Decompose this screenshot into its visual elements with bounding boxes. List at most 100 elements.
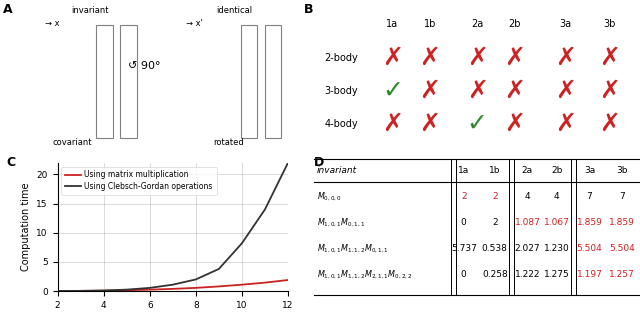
Text: → x': → x' [186,19,204,28]
Text: $M_{1,0,1}M_{1,1,2}M_{0,1,1}$: $M_{1,0,1}M_{1,1,2}M_{0,1,1}$ [317,243,389,255]
Using matrix multiplication [146,288,154,291]
Text: ✗: ✗ [555,112,576,136]
Text: 2: 2 [492,192,497,201]
Text: ✗: ✗ [504,112,525,136]
Bar [241,25,257,138]
Bar [265,25,281,138]
Text: 1.275: 1.275 [544,270,570,279]
Text: B: B [304,3,314,16]
Text: 1.257: 1.257 [609,270,635,279]
Text: 0: 0 [461,270,467,279]
Text: 4: 4 [525,192,530,201]
Text: 7: 7 [619,192,625,201]
Text: ✗: ✗ [419,112,440,136]
Text: 1.197: 1.197 [577,270,602,279]
Text: 2: 2 [492,218,497,227]
Text: 1.222: 1.222 [515,270,540,279]
Text: 2b: 2b [551,167,563,175]
Using matrix multiplication [261,281,269,285]
Text: 2.027: 2.027 [515,244,540,253]
Using matrix multiplication [284,278,292,282]
Text: 1b: 1b [424,19,436,29]
Text: → x: → x [45,19,60,28]
Using Clebsch-Gordan operations [261,208,269,211]
Using matrix multiplication [215,285,223,288]
Text: $M_{0,0,0}$: $M_{0,0,0}$ [317,191,342,203]
Using Clebsch-Gordan operations [100,289,108,292]
Text: identical: identical [216,6,253,15]
Text: 5.504: 5.504 [577,244,602,253]
Using Clebsch-Gordan operations [192,278,200,281]
Text: ✗: ✗ [419,79,440,103]
Text: ✗: ✗ [504,46,525,70]
Text: ✗: ✗ [599,79,620,103]
Bar [96,25,113,138]
Text: 1.859: 1.859 [609,218,635,227]
Text: 5.504: 5.504 [609,244,635,253]
Text: 4: 4 [554,192,559,201]
Text: covariant: covariant [52,138,92,147]
Text: A: A [3,3,13,16]
Text: ✗: ✗ [599,112,620,136]
Using matrix multiplication [169,287,177,291]
Text: ✓: ✓ [467,112,488,136]
Using matrix multiplication [192,286,200,290]
Text: ✗: ✗ [555,79,576,103]
Text: 2a: 2a [522,167,533,175]
Text: invariant: invariant [72,6,109,15]
Text: rotated: rotated [213,138,244,147]
Text: $M_{1,0,1}M_{1,1,2}M_{2,1,1}M_{0,2,2}$: $M_{1,0,1}M_{1,1,2}M_{2,1,1}M_{0,2,2}$ [317,269,412,281]
Text: 1a: 1a [458,167,469,175]
Text: invariant: invariant [317,167,357,175]
Using Clebsch-Gordan operations [238,241,246,245]
Y-axis label: Computation time: Computation time [21,183,31,271]
Text: ✗: ✗ [555,46,576,70]
Text: ✗: ✗ [599,46,620,70]
Text: $M_{1,0,1}M_{0,1,1}$: $M_{1,0,1}M_{0,1,1}$ [317,217,365,229]
Text: 0.258: 0.258 [482,270,508,279]
Text: 3a: 3a [584,167,595,175]
Text: ✗: ✗ [467,46,488,70]
Text: 1b: 1b [489,167,500,175]
Text: 1a: 1a [387,19,399,29]
Text: 1.087: 1.087 [515,218,540,227]
Text: 1.067: 1.067 [544,218,570,227]
Using Clebsch-Gordan operations [123,288,131,291]
Using Clebsch-Gordan operations [77,289,84,293]
Text: 2: 2 [461,192,467,201]
Using matrix multiplication [100,289,108,293]
Using matrix multiplication [54,289,61,293]
Using Clebsch-Gordan operations [146,286,154,290]
Text: 5.737: 5.737 [451,244,477,253]
Using Clebsch-Gordan operations [284,161,292,165]
Text: 2a: 2a [471,19,483,29]
Text: ↺ 90°: ↺ 90° [128,61,161,71]
Text: 1.859: 1.859 [577,218,602,227]
Using Clebsch-Gordan operations [169,283,177,287]
Using matrix multiplication [123,288,131,292]
Text: ✗: ✗ [382,46,403,70]
Text: 3a: 3a [559,19,572,29]
Text: ✗: ✗ [467,79,488,103]
Text: ✗: ✗ [382,112,403,136]
Bar [120,25,137,138]
Using matrix multiplication [77,289,84,293]
Text: 4-body: 4-body [324,119,358,129]
Text: C: C [6,156,15,170]
Text: 3-body: 3-body [324,86,358,96]
Using Clebsch-Gordan operations [215,267,223,271]
Text: ✗: ✗ [419,46,440,70]
Legend: Using matrix multiplication, Using Clebsch-Gordan operations: Using matrix multiplication, Using Clebs… [61,167,216,194]
Text: 7: 7 [586,192,592,201]
Text: D: D [314,156,324,170]
Text: 2-body: 2-body [324,53,358,63]
Using matrix multiplication [238,283,246,287]
Text: 2b: 2b [508,19,521,29]
Line: Using Clebsch-Gordan operations: Using Clebsch-Gordan operations [58,163,288,291]
Text: 3b: 3b [616,167,628,175]
Using Clebsch-Gordan operations [54,289,61,293]
Text: 1.230: 1.230 [544,244,570,253]
Text: 3b: 3b [604,19,616,29]
Text: ✓: ✓ [382,79,403,103]
Line: Using matrix multiplication: Using matrix multiplication [58,280,288,291]
